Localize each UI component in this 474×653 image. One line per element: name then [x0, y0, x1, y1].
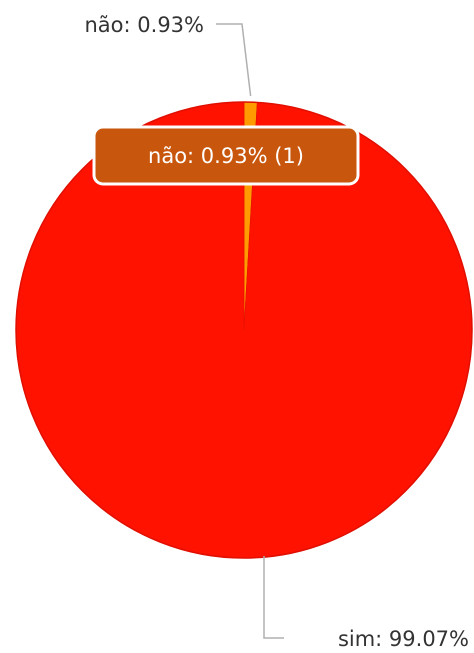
- leader-lines: [216, 23, 284, 639]
- tooltip-text: não: 0.93% (1): [148, 144, 304, 168]
- pie-slices: [15, 101, 473, 559]
- leader-line-nao: [216, 23, 252, 97]
- tooltip-box: [92, 125, 360, 186]
- slice-label-sim: sim: 99.07%: [338, 627, 469, 651]
- slice-label-nao: não: 0.93%: [85, 13, 205, 37]
- leader-line-sim: [263, 556, 284, 639]
- slice-labels: não: 0.93% sim: 99.07%: [85, 13, 470, 651]
- tooltip: não: 0.93% (1): [92, 125, 360, 186]
- pie-outline: [15, 101, 473, 559]
